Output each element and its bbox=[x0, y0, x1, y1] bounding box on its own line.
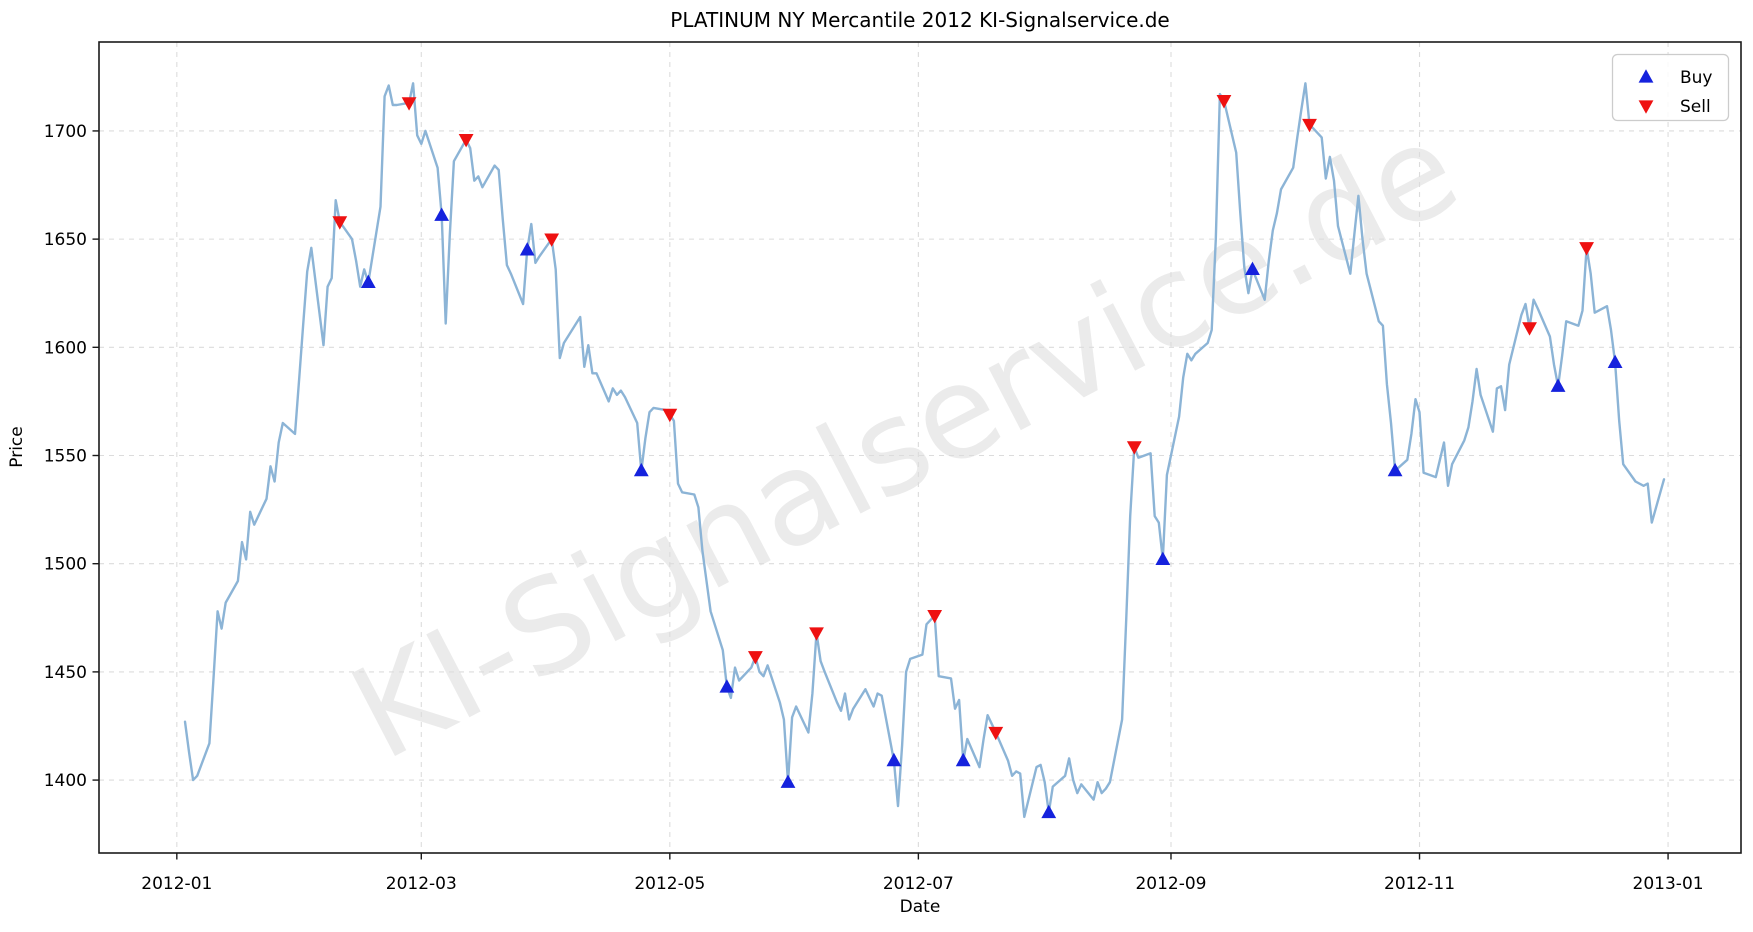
buy-signal-icon bbox=[1607, 354, 1623, 369]
price-line bbox=[183, 82, 1666, 819]
buy-signal-icon bbox=[955, 752, 971, 767]
sell-signal-icon bbox=[662, 408, 678, 423]
buy-signal-icon bbox=[519, 242, 535, 256]
y-tick-label: 1700 bbox=[44, 122, 87, 142]
buy-signal-icon bbox=[1550, 378, 1566, 392]
buy-signal-icon bbox=[1245, 261, 1260, 276]
sell-signal-icon bbox=[332, 216, 348, 230]
y-tick-label: 1500 bbox=[44, 555, 87, 575]
legend-sell-triangle-icon bbox=[1638, 100, 1654, 114]
x-tick-label: 2012-11 bbox=[1384, 874, 1455, 894]
sell-signal-icon bbox=[1579, 242, 1594, 256]
x-tick-label: 2012-03 bbox=[386, 874, 457, 894]
buy-signal-icon bbox=[780, 774, 796, 788]
legend: Buy Sell bbox=[1611, 53, 1730, 122]
legend-buy-triangle-icon bbox=[1638, 69, 1654, 83]
y-tick-label: 1550 bbox=[44, 447, 87, 467]
sell-signal-icon bbox=[927, 610, 943, 624]
buy-signal-icon bbox=[1041, 804, 1057, 819]
sell-signal-icon bbox=[988, 726, 1004, 741]
buy-signal-icon bbox=[1387, 462, 1403, 477]
legend-buy-label: Buy bbox=[1680, 68, 1713, 88]
axis-ticks: 2012-01 2012-03 2012-05 2012-07 2012-09 2012-… bbox=[44, 122, 1704, 894]
chart-title: PLATINUM NY Mercantile 2012 KI-Signalser… bbox=[670, 8, 1169, 32]
sell-signal-icon bbox=[809, 627, 824, 641]
buy-signal-icon bbox=[360, 274, 376, 289]
x-tick-label: 2012-05 bbox=[634, 874, 705, 894]
buy-signal-icon bbox=[633, 462, 649, 477]
buy-signal-icon bbox=[434, 207, 450, 221]
sell-signal-icon bbox=[1216, 95, 1232, 109]
x-tick-label: 2012-07 bbox=[883, 874, 954, 894]
legend-sell-label: Sell bbox=[1680, 97, 1711, 117]
buy-markers bbox=[360, 207, 1623, 819]
buy-signal-icon bbox=[886, 752, 902, 767]
sell-signal-icon bbox=[1302, 118, 1317, 133]
sell-signal-icon bbox=[544, 233, 560, 247]
buy-signal-icon bbox=[1155, 551, 1171, 565]
y-tick-label: 1450 bbox=[44, 663, 87, 683]
x-tick-label: 2012-09 bbox=[1135, 874, 1206, 894]
sell-signal-icon bbox=[747, 651, 763, 665]
price-line-path bbox=[183, 82, 1666, 819]
y-axis-label: Price bbox=[7, 426, 27, 467]
x-axis-label: Date bbox=[900, 897, 941, 917]
sell-signal-icon bbox=[458, 133, 474, 148]
buy-signal-icon bbox=[719, 679, 735, 693]
sell-signal-icon bbox=[1126, 441, 1142, 455]
grid bbox=[99, 42, 1741, 853]
sell-markers bbox=[332, 95, 1594, 741]
y-tick-label: 1650 bbox=[44, 230, 87, 250]
plot-border bbox=[98, 41, 1742, 854]
y-tick-label: 1600 bbox=[44, 338, 87, 358]
sell-signal-icon bbox=[1522, 322, 1537, 336]
x-tick-label: 2012-01 bbox=[141, 874, 212, 894]
y-tick-label: 1400 bbox=[44, 771, 87, 791]
x-tick-label: 2013-01 bbox=[1633, 874, 1704, 894]
sell-signal-icon bbox=[401, 97, 417, 111]
